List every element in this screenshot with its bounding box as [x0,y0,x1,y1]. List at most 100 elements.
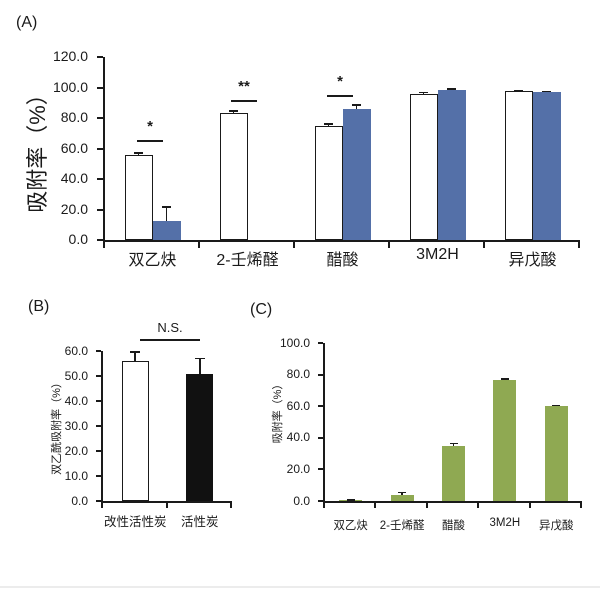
x-tick [103,242,105,248]
error-cap [324,123,333,125]
bar [339,500,363,501]
bar [544,406,568,501]
significance-label: * [337,73,343,90]
error-cap [352,104,361,106]
y-tick-label: 20.0 [286,461,310,476]
y-tick-label: 20.0 [64,443,88,458]
x-tick [578,242,580,248]
error-bar [165,207,168,221]
error-cap [162,206,171,208]
significance-line [327,95,353,97]
significance-line [231,100,257,102]
x-tick [374,503,377,508]
category-label: 活性炭 [180,515,219,529]
bar [504,91,533,240]
y-tick-label: 100.0 [279,335,310,350]
bar [186,373,214,501]
y-tick [318,373,323,376]
y-tick [318,468,323,471]
category-label: 2-壬烯醛 [216,252,279,269]
bar [314,125,343,240]
y-tick-label: 80.0 [60,109,88,126]
y-tick-label: 0.0 [293,493,310,508]
y-tick [97,147,103,150]
x-tick [477,503,480,508]
bar [442,445,465,501]
category-label: 醋酸 [326,252,359,269]
y-tick-label: 0.0 [71,493,88,508]
y-axis-line [103,57,105,242]
error-cap [419,91,428,94]
bar [342,108,371,240]
panel-label: (A) [16,14,38,31]
category-label: 改性活性炭 [103,515,167,529]
significance-label: ** [238,78,250,95]
y-tick-label: 120.0 [52,48,88,65]
y-tick [97,208,103,211]
y-tick [318,500,323,502]
x-tick [293,242,295,248]
y-tick [97,56,103,58]
bottom-divider [0,586,600,588]
y-tick-label: 30.0 [64,418,88,433]
x-tick [425,503,428,508]
x-tick [388,242,390,248]
error-cap [346,498,355,501]
category-label: 异戊酸 [539,520,574,532]
bar [532,92,561,240]
significance-label: * [147,118,153,135]
bar [437,89,466,240]
category-label: 3M2H [489,517,521,529]
x-tick [101,503,103,508]
y-tick-label: 0.0 [68,231,88,248]
error-bar [401,492,403,496]
error-cap [398,491,407,494]
y-axis-line [101,351,103,503]
x-tick [165,503,168,508]
bar [493,380,517,501]
y-tick-label: 60.0 [64,343,88,358]
y-tick [97,117,103,119]
error-cap [194,357,205,360]
x-tick [580,503,582,508]
panel-label: (C) [250,301,273,318]
category-label: 3M2H [416,246,459,263]
y-tick-label: 60.0 [60,139,88,156]
y-tick [97,239,103,241]
error-bar [355,105,358,109]
error-cap [449,442,458,445]
y-tick [318,342,323,344]
error-bar [452,443,455,446]
y-tick-label: 20.0 [60,200,88,217]
x-tick [323,503,325,508]
y-tick [96,350,101,352]
category-label: 醋酸 [441,520,465,532]
bar [124,154,153,240]
y-tick [96,450,101,452]
error-cap [542,90,551,93]
y-axis-line [323,343,325,503]
y-tick [96,500,101,502]
category-label: 双乙炔 [333,520,368,532]
x-tick [198,242,200,248]
panel-label: (B) [28,298,50,315]
bar [219,113,248,240]
error-cap [130,351,141,354]
category-label: 异戊酸 [508,252,557,269]
error-cap [500,378,509,380]
significance-line [140,339,200,341]
error-cap [514,89,523,92]
y-tick [97,86,103,89]
y-tick-label: 60.0 [286,398,310,413]
bar [152,220,181,240]
significance-line [137,140,163,142]
bar [409,93,438,240]
x-axis-line [103,240,580,242]
y-tick [318,436,323,439]
error-bar [232,111,235,114]
bar [390,495,414,501]
category-label: 2-壬烯醛 [379,520,425,532]
category-label: 双乙炔 [128,252,177,269]
bar [121,361,149,501]
